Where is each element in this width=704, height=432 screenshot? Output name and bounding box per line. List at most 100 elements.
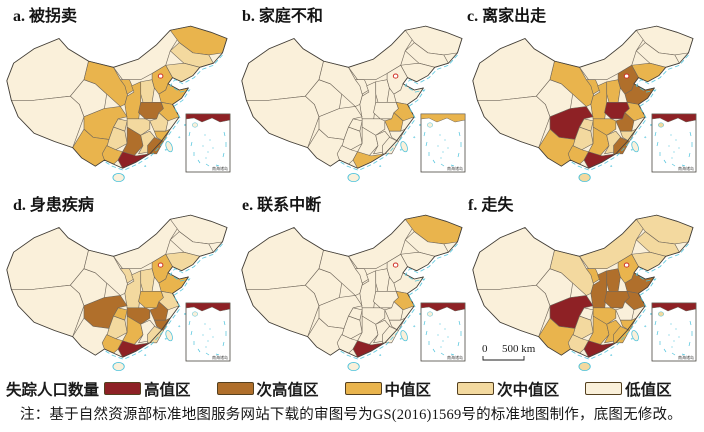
nine-dash-segment (197, 348, 201, 353)
province-ningxia (585, 79, 601, 95)
beijing-marker (623, 73, 630, 79)
panel-title-e: e. 联系中断 (242, 197, 322, 214)
legend-swatch-subhigh (216, 382, 254, 395)
legend-label-high: 高值区 (144, 381, 191, 399)
province-shanxi (375, 268, 390, 292)
province-xizang (246, 95, 320, 148)
inset-islet-dot (207, 151, 209, 153)
inset-islet-dot (442, 151, 444, 153)
legend-item-subhigh: 次高值区 (216, 378, 319, 400)
nine-dash-segment (188, 131, 191, 137)
province-taiwan (631, 330, 639, 342)
china-map-d: 南海诸岛 (6, 214, 231, 372)
nine-dash-segment (440, 352, 445, 356)
legend-label-submid: 次中值区 (497, 381, 560, 399)
province-ningxia (585, 268, 601, 284)
islet-dot (164, 337, 167, 340)
province-taiwan (400, 141, 408, 153)
inset-frame (651, 113, 697, 173)
nine-dash-segment (688, 152, 691, 158)
inset-coast (185, 113, 231, 123)
inset-islet-dot (439, 323, 441, 325)
inset-coast (651, 302, 697, 312)
inset-islet-dot (207, 340, 209, 342)
nine-dash-segment (681, 164, 686, 167)
province-xizang (477, 284, 551, 337)
nine-dash-segment (450, 353, 455, 356)
inset-islet-dot (675, 139, 677, 141)
islet-dot (144, 165, 147, 168)
nine-dash-segment (458, 320, 461, 326)
scale-bar: 0 500 km (482, 343, 536, 361)
nine-dash-segment (656, 330, 659, 336)
inset-hainan (191, 122, 199, 128)
province-hainan (578, 361, 591, 372)
nine-dash-segment (458, 131, 461, 137)
province-hainan (347, 361, 360, 372)
nine-dash-segment (425, 330, 428, 336)
inset-islet-dot (447, 147, 449, 149)
province-xizang (246, 284, 320, 337)
inset-islet-dot (678, 336, 680, 338)
inset-islet-dot (437, 145, 439, 147)
mainland-group (6, 25, 228, 183)
coastline (571, 54, 689, 171)
nine-dash-segment (205, 163, 210, 167)
nine-dash-segment (188, 320, 191, 326)
legend-swatch-submid (457, 382, 495, 395)
coastline (105, 243, 223, 360)
inset-frame (420, 113, 466, 173)
islet-dot (379, 354, 382, 357)
legend-label-low: 低值区 (625, 381, 672, 399)
nine-dash-segment (689, 320, 692, 326)
nine-dash-segment (222, 152, 225, 158)
inset-hainan (426, 122, 434, 128)
nine-dash-segment (671, 352, 676, 356)
inset-coast (651, 113, 697, 123)
inset-hainan (657, 122, 665, 128)
nine-dash-segment (423, 320, 426, 326)
beijing-marker (623, 262, 630, 268)
inset-islet-dot (205, 346, 207, 348)
nine-dash-segment (223, 131, 226, 137)
islet-dot (650, 124, 652, 126)
scale-bar-bracket (482, 356, 525, 361)
scale-bar-distance: 500 km (502, 343, 536, 355)
inset-label: 南海诸岛 (212, 165, 228, 171)
legend-item-mid: 中值区 (344, 378, 431, 400)
nine-dash-segment (681, 353, 686, 356)
islet-dot (164, 148, 167, 151)
legend-title: 失踪人口数量 (6, 381, 100, 399)
inset-label: 南海诸岛 (212, 354, 228, 360)
inset-label: 南海诸岛 (447, 165, 463, 171)
inset-label: 南海诸岛 (678, 165, 694, 171)
legend: 失踪人口数量 高值区 次高值区 中值区 次中值区 低值区 (6, 376, 672, 401)
inset-frame (651, 302, 697, 362)
panel-title-c: c. 离家出走 (467, 8, 547, 25)
scale-bar-zero: 0 (482, 343, 488, 355)
islet-dot (184, 124, 186, 126)
map-panel-e: e. 联系中断 南海诸岛 (235, 189, 473, 377)
inset-islet-dot (668, 145, 670, 147)
china-map-e: 南海诸岛 (241, 214, 466, 372)
national-boundary (6, 25, 228, 169)
legend-item-low: 低值区 (585, 378, 672, 400)
province-hainan (578, 172, 591, 183)
islet-dot (144, 354, 147, 357)
inset-islet-dot (673, 340, 675, 342)
nine-dash-segment (190, 330, 193, 336)
nine-dash-segment (654, 320, 657, 326)
inset-coast (185, 302, 231, 312)
mainland-group (472, 214, 694, 372)
province-hainan (112, 361, 125, 372)
inset-islet-dot (673, 151, 675, 153)
inset-islet-dot (444, 328, 446, 330)
province-taiwan (631, 141, 639, 153)
inset-frame (185, 113, 231, 173)
islet-dot (610, 165, 613, 168)
islet-dot (630, 148, 633, 151)
nine-dash-segment (223, 320, 226, 326)
nine-dash-segment (215, 353, 220, 356)
nine-dash-segment (197, 159, 201, 164)
